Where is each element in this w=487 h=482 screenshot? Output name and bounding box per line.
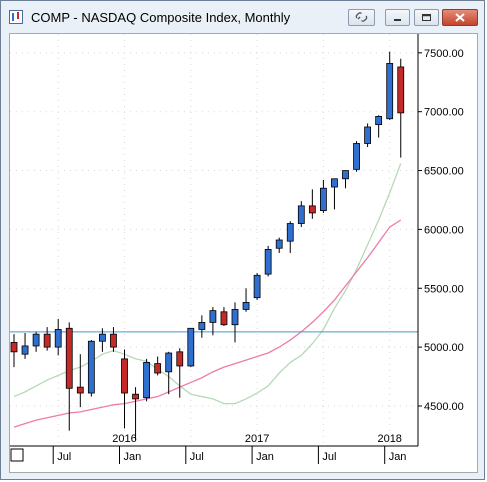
y-tick-label: 7000.00: [424, 107, 464, 119]
candle-body: [275, 239, 283, 249]
candle-body: [353, 143, 360, 170]
candle-body: [10, 342, 18, 353]
candle-body: [242, 301, 250, 310]
candle-body: [76, 386, 84, 394]
y-tick-label: 5500.00: [424, 283, 464, 295]
candle-body: [386, 63, 394, 120]
candle-body: [375, 116, 383, 126]
candle-body: [87, 340, 95, 394]
candle-body: [264, 249, 272, 275]
candle-body: [319, 187, 327, 211]
x-tick-label: Jan: [124, 451, 142, 463]
window-title: COMP - NASDAQ Composite Index, Monthly: [31, 10, 291, 25]
app-icon: [9, 10, 23, 24]
x-tick-label: Jan: [256, 451, 274, 463]
candle-body: [364, 126, 372, 144]
candle-body: [165, 352, 173, 373]
candle-body: [331, 178, 338, 188]
candle-body: [297, 205, 305, 224]
candle-body: [286, 223, 294, 242]
minimize-icon: [394, 19, 401, 21]
candle-body: [43, 333, 51, 348]
candle-body: [110, 333, 117, 348]
candle-body: [308, 205, 316, 214]
y-tick-label: 6500.00: [424, 166, 464, 178]
candle-body: [187, 327, 195, 367]
y-tick-label: 7500.00: [424, 48, 464, 60]
candle-body: [143, 362, 151, 399]
y-tick-label: 4500.00: [424, 401, 464, 413]
candle-body: [397, 66, 405, 114]
y-tick-label: 6000.00: [424, 224, 464, 236]
chart-area[interactable]: 4500.00 5000.00 5500.00 6000.00 6500.00 7000.…: [9, 33, 478, 473]
year-label: 2016: [112, 433, 136, 445]
candle-body: [132, 393, 139, 400]
maximize-icon: [422, 14, 431, 21]
link-icon: [355, 12, 368, 22]
x-tick-label: Jul: [190, 451, 204, 463]
candle-body: [154, 363, 162, 374]
candle-body: [231, 309, 239, 326]
year-label: 2017: [245, 433, 269, 445]
candle-body: [32, 333, 40, 347]
maximize-button[interactable]: [414, 9, 439, 26]
close-icon: [455, 13, 465, 22]
moving-average-line: [13, 163, 402, 405]
corner-box: [10, 448, 24, 462]
candle-body: [198, 321, 206, 330]
close-button[interactable]: [442, 9, 478, 26]
year-label: 2018: [377, 433, 401, 445]
candle-body: [65, 327, 73, 389]
y-tick-label: 5000.00: [424, 342, 464, 354]
link-button[interactable]: [348, 9, 375, 26]
candle-body: [99, 333, 106, 342]
x-tick-label: Jan: [389, 451, 407, 463]
candle-body: [121, 358, 128, 394]
candle-body: [342, 170, 349, 180]
candle-body: [21, 345, 29, 355]
candle-body: [176, 351, 184, 367]
candlestick-chart[interactable]: 4500.00 5000.00 5500.00 6000.00 6500.00 7000.…: [10, 34, 477, 472]
candle-body: [220, 311, 228, 326]
x-tick-label: Jul: [322, 451, 336, 463]
x-tick-label: Jul: [57, 451, 71, 463]
minimize-button[interactable]: [385, 9, 410, 26]
moving-average-line: [13, 219, 402, 428]
title-bar[interactable]: COMP - NASDAQ Composite Index, Monthly: [1, 1, 484, 33]
candle-body: [253, 274, 261, 299]
candle-body: [209, 310, 217, 323]
candle-body: [54, 329, 62, 348]
